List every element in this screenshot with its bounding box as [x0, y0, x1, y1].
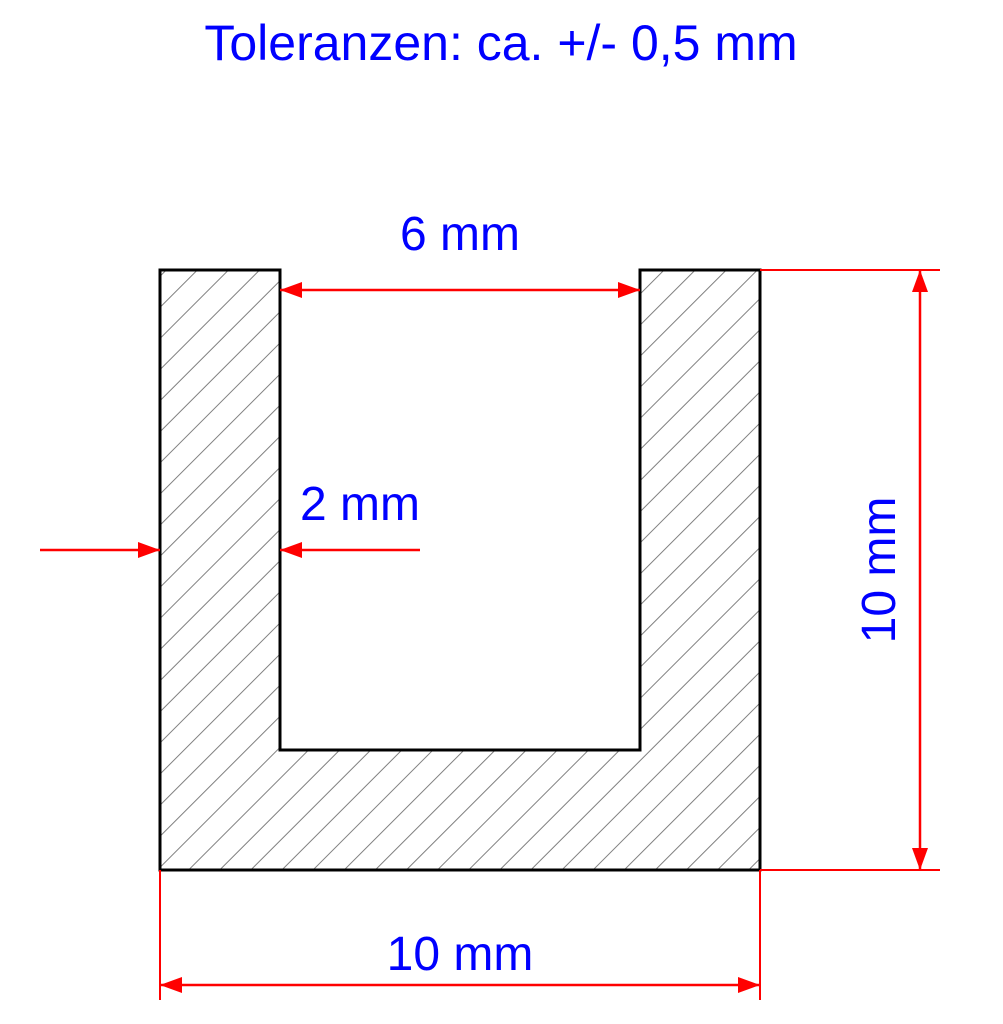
dim-label-height: 10 mm — [853, 497, 906, 644]
dim-label-inner-width: 6 mm — [400, 208, 520, 261]
title-text: Toleranzen: ca. +/- 0,5 mm — [204, 15, 797, 71]
u-profile-section — [160, 270, 760, 870]
technical-drawing: Toleranzen: ca. +/- 0,5 mm 6 mm 2 mm 10 … — [0, 0, 1003, 1024]
dim-label-width: 10 mm — [387, 928, 534, 981]
dim-label-thickness: 2 mm — [300, 478, 420, 531]
